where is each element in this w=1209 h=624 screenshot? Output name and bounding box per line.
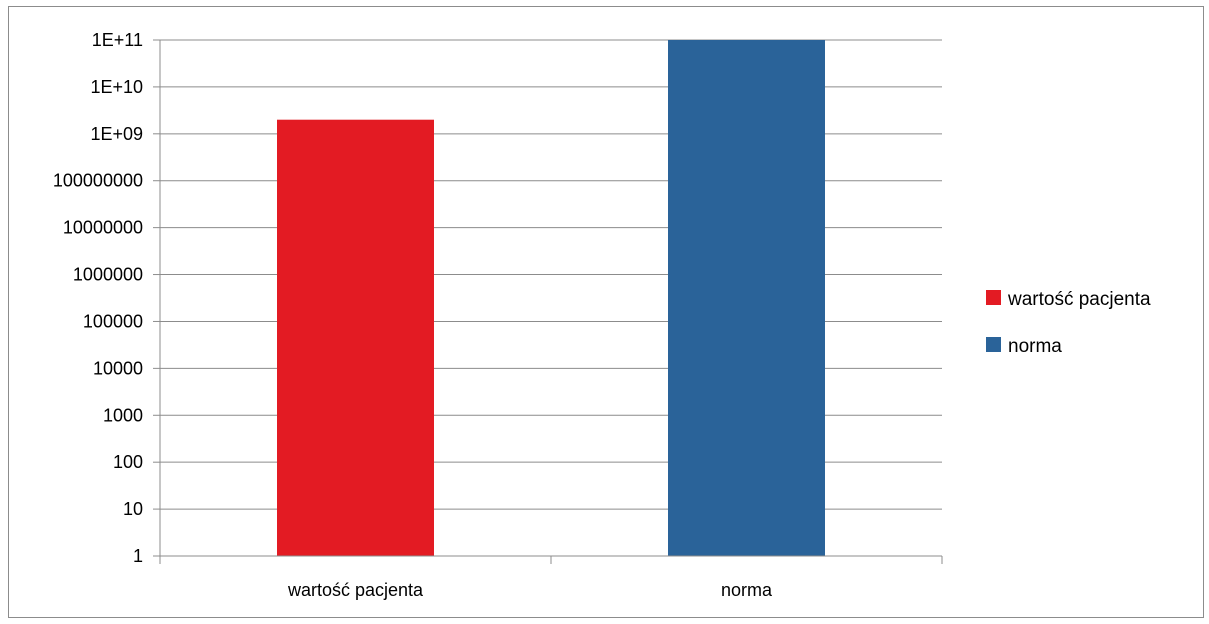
- legend-label: wartość pacjenta: [1007, 289, 1151, 310]
- y-tick-label: 100000000: [53, 171, 143, 191]
- axes: [153, 39, 943, 564]
- x-tick-label: norma: [721, 580, 773, 600]
- bars: [277, 40, 825, 556]
- legend: wartość pacjenta norma: [986, 289, 1151, 357]
- y-tick-labels: 1 10 100 1000 10000 100000 1000000 10000000 1000…: [53, 30, 143, 566]
- y-tick-label: 1E+11: [92, 30, 143, 50]
- x-tick-labels: wartość pacjenta norma: [287, 580, 773, 600]
- y-tick-label: 10000: [93, 358, 143, 378]
- y-tick-label: 10000000: [63, 218, 143, 238]
- y-tick-label: 1000000: [73, 265, 143, 285]
- legend-label: norma: [1008, 336, 1062, 357]
- bar-wartosc-pacjenta: [277, 119, 434, 556]
- chart-frame: [8, 6, 1204, 618]
- y-tick-label: 1: [133, 546, 143, 566]
- y-tick-label: 100: [113, 452, 143, 472]
- legend-swatch: [986, 290, 1001, 305]
- legend-swatch: [986, 337, 1001, 352]
- x-tick-label: wartość pacjenta: [287, 580, 424, 600]
- y-tick-label: 100000: [83, 311, 143, 331]
- y-tick-label: 1E+10: [90, 77, 143, 97]
- y-tick-label: 10: [123, 499, 143, 519]
- y-tick-label: 1E+09: [90, 124, 143, 144]
- bar-norma: [668, 40, 825, 556]
- y-tick-label: 1000: [103, 405, 143, 425]
